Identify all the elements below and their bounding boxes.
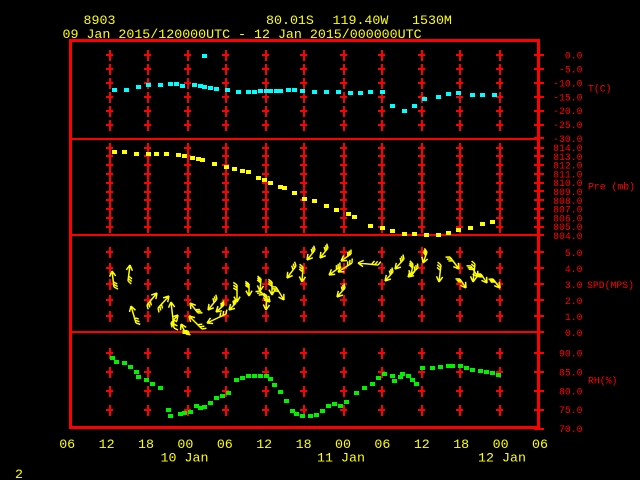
svg-text:18: 18 xyxy=(296,437,312,452)
svg-text:70.0: 70.0 xyxy=(559,424,583,435)
svg-text:-30.0: -30.0 xyxy=(553,134,583,145)
svg-text:814.0: 814.0 xyxy=(553,143,583,154)
svg-text:-10.0: -10.0 xyxy=(553,78,583,89)
svg-text:T(C): T(C) xyxy=(588,84,612,95)
svg-text:11 Jan: 11 Jan xyxy=(317,450,365,465)
svg-text:Pre (mb): Pre (mb) xyxy=(588,182,635,193)
svg-text:811.0: 811.0 xyxy=(553,169,583,180)
svg-text:90.0: 90.0 xyxy=(559,349,583,360)
svg-text:0.0: 0.0 xyxy=(565,328,583,339)
svg-text:3.0: 3.0 xyxy=(565,280,583,291)
svg-text:06: 06 xyxy=(59,437,75,452)
svg-text:12: 12 xyxy=(256,437,272,452)
svg-text:813.0: 813.0 xyxy=(553,152,583,163)
svg-text:2: 2 xyxy=(15,467,23,480)
svg-text:812.0: 812.0 xyxy=(553,161,583,172)
svg-text:75.0: 75.0 xyxy=(559,405,583,416)
svg-text:0.0: 0.0 xyxy=(565,51,583,62)
svg-text:809.0: 809.0 xyxy=(553,187,583,198)
svg-text:10 Jan: 10 Jan xyxy=(161,450,209,465)
svg-text:18: 18 xyxy=(138,437,154,452)
svg-text:807.0: 807.0 xyxy=(553,205,583,216)
svg-text:804.0: 804.0 xyxy=(553,231,583,242)
svg-text:810.0: 810.0 xyxy=(553,178,583,189)
svg-text:806.0: 806.0 xyxy=(553,213,583,224)
svg-text:8903: 8903 xyxy=(84,13,116,28)
svg-text:12: 12 xyxy=(99,437,115,452)
svg-text:1.0: 1.0 xyxy=(565,312,583,323)
svg-text:06: 06 xyxy=(532,437,548,452)
svg-text:808.0: 808.0 xyxy=(553,196,583,207)
svg-text:RH(%): RH(%) xyxy=(588,376,617,387)
svg-text:00: 00 xyxy=(335,437,351,452)
svg-text:06: 06 xyxy=(217,437,233,452)
svg-text:80.01S: 80.01S xyxy=(266,13,314,28)
svg-text:00: 00 xyxy=(177,437,193,452)
svg-text:4.0: 4.0 xyxy=(565,264,583,275)
svg-text:805.0: 805.0 xyxy=(553,222,583,233)
svg-text:80.0: 80.0 xyxy=(559,386,583,397)
svg-text:-25.0: -25.0 xyxy=(553,120,583,131)
svg-text:-5.0: -5.0 xyxy=(559,65,583,76)
svg-text:06: 06 xyxy=(374,437,390,452)
svg-text:1530M: 1530M xyxy=(412,13,452,28)
svg-text:00: 00 xyxy=(493,437,509,452)
svg-text:85.0: 85.0 xyxy=(559,367,583,378)
svg-text:SPD(MPS): SPD(MPS) xyxy=(587,280,634,291)
svg-text:12: 12 xyxy=(414,437,430,452)
svg-text:-15.0: -15.0 xyxy=(553,92,583,103)
svg-text:12 Jan: 12 Jan xyxy=(478,450,526,465)
svg-text:119.40W: 119.40W xyxy=(333,13,389,28)
svg-text:5.0: 5.0 xyxy=(565,248,583,259)
svg-text:2.0: 2.0 xyxy=(565,296,583,307)
svg-text:-20.0: -20.0 xyxy=(553,106,583,117)
svg-text:09 Jan 2015/120000UTC - 12 Jan: 09 Jan 2015/120000UTC - 12 Jan 2015/0000… xyxy=(63,27,422,42)
svg-text:18: 18 xyxy=(453,437,469,452)
